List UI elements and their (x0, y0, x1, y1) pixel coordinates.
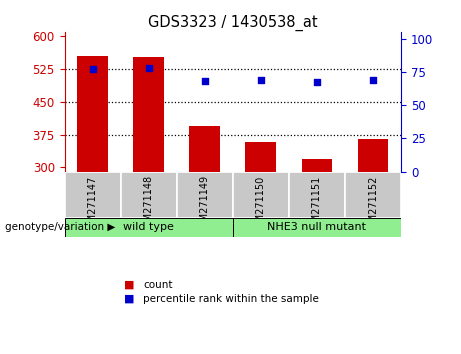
Text: percentile rank within the sample: percentile rank within the sample (143, 294, 319, 304)
Text: GSM271147: GSM271147 (88, 175, 98, 235)
Bar (77, 56, 108, 172)
Bar (65, 172, 121, 217)
Text: ■: ■ (124, 294, 135, 304)
Title: GDS3323 / 1430538_at: GDS3323 / 1430538_at (148, 14, 318, 30)
Text: GSM271150: GSM271150 (256, 175, 266, 235)
Point (89, 66, 96, 72)
Bar (301, 159, 332, 172)
Text: GSM271149: GSM271149 (200, 175, 210, 234)
Text: wild type: wild type (123, 222, 174, 232)
Bar (345, 172, 401, 217)
Text: GSM271152: GSM271152 (368, 175, 378, 235)
Bar (245, 142, 276, 172)
Bar (133, 57, 164, 172)
Text: NHE3 null mutant: NHE3 null mutant (267, 222, 366, 232)
Bar (358, 139, 389, 172)
Bar (233, 217, 401, 237)
Point (201, 78, 208, 84)
Point (145, 65, 152, 71)
Bar (233, 172, 289, 217)
Text: ■: ■ (124, 280, 135, 290)
Bar (189, 126, 220, 172)
Point (369, 77, 377, 82)
Text: count: count (143, 280, 172, 290)
Bar (121, 172, 177, 217)
Text: GSM271151: GSM271151 (312, 175, 322, 235)
Bar (289, 172, 345, 217)
Text: GSM271148: GSM271148 (144, 175, 154, 234)
Text: genotype/variation ▶: genotype/variation ▶ (5, 222, 115, 232)
Point (257, 77, 265, 82)
Point (313, 80, 321, 85)
Bar (65, 217, 233, 237)
Bar (177, 172, 233, 217)
